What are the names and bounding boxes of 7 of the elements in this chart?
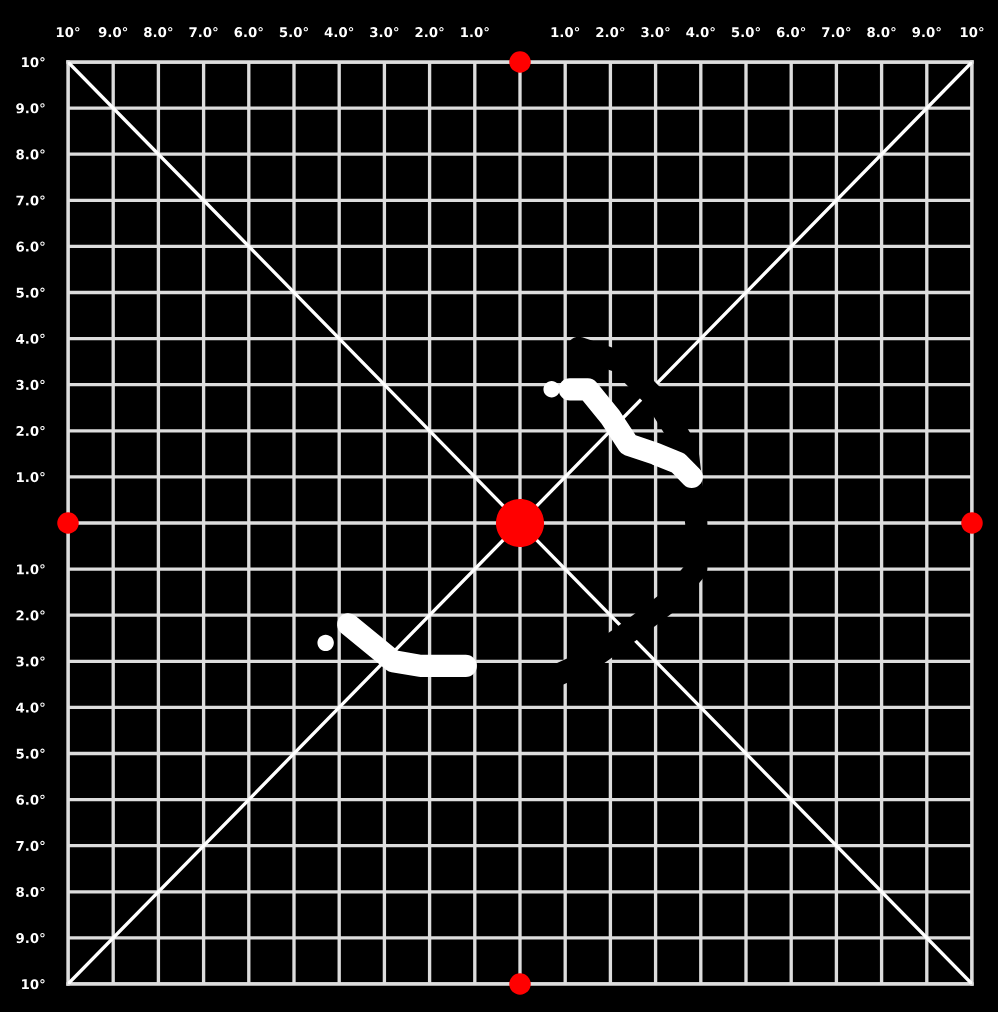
point bbox=[495, 498, 545, 548]
point bbox=[961, 512, 983, 534]
point bbox=[57, 512, 79, 534]
point bbox=[317, 634, 334, 652]
point bbox=[509, 51, 531, 73]
point bbox=[509, 973, 531, 995]
point bbox=[543, 381, 560, 398]
